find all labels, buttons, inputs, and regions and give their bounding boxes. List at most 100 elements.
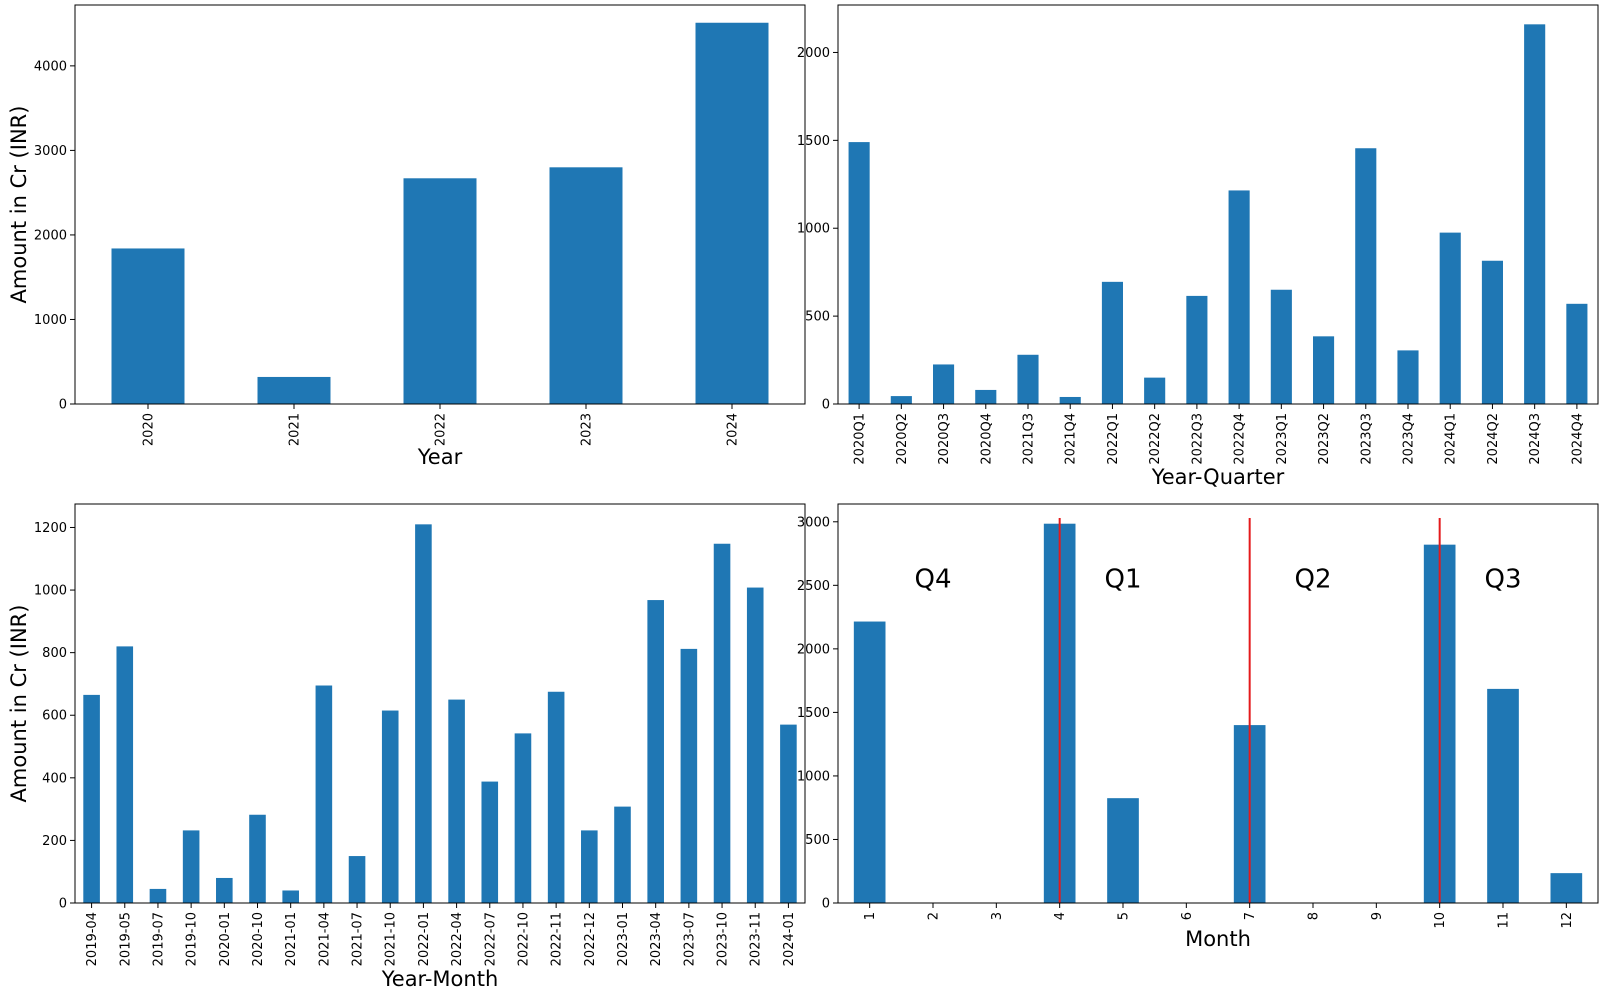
- y-tick-label: 600: [42, 709, 67, 724]
- y-tick-label: 0: [59, 398, 67, 413]
- chart-yearly-amount: 0 1000 2000 3000 4000 2020 2021 2022 2023 2024 Yea…: [7, 4, 806, 469]
- x-tick-label: 2024Q1: [1444, 413, 1459, 465]
- y-tick-label: 1000: [34, 584, 67, 599]
- bar-2023Q4: [1397, 350, 1419, 404]
- chart-monthly-amount: 0 200 400 600 800 1000 1200 2019-04 2019-05 2019-…: [7, 503, 806, 991]
- bar-5: [1107, 798, 1139, 903]
- bar-2024Q1: [1439, 232, 1461, 404]
- bar-2019-07: [149, 888, 167, 903]
- axes-frame: [74, 503, 806, 904]
- bar-2022Q4: [1228, 190, 1250, 404]
- y-tick-label: 1000: [34, 313, 67, 328]
- x-tick-label: 2021-10: [384, 912, 399, 966]
- axes-frame: [837, 4, 1599, 405]
- x-axis-label: Year: [417, 445, 463, 469]
- x-tick-label: 2022-01: [417, 912, 432, 966]
- x-tick-label: 2022-07: [483, 912, 498, 966]
- bar-2022-04: [448, 699, 465, 903]
- y-tick-label: 1500: [797, 134, 830, 149]
- chart-quarterly-amount: 0 500 1000 1500 2000 2020Q1 2020Q2 2020Q3 2020Q4…: [797, 4, 1599, 489]
- bar-2024: [695, 22, 769, 404]
- bar-2021-07: [348, 856, 366, 903]
- x-tick-label: 2020-10: [251, 912, 266, 966]
- quarter-annotation-Q1: Q1: [1104, 565, 1141, 595]
- y-tick-label: 0: [822, 398, 830, 413]
- x-tick-label: 9: [1370, 912, 1385, 920]
- bar-2022Q3: [1186, 295, 1208, 404]
- y-tick-label: 3000: [797, 515, 830, 530]
- y-tick-label: 1500: [797, 706, 830, 721]
- x-tick-label: 2021: [288, 413, 303, 446]
- bar-2021Q3: [1017, 354, 1039, 404]
- x-tick-label: 2023-10: [716, 912, 731, 966]
- x-tick-label: 2: [927, 912, 942, 920]
- bar-2020Q2: [890, 396, 912, 404]
- bar-2022-07: [481, 781, 499, 903]
- x-tick-label: 2019-05: [118, 912, 133, 966]
- x-tick-label: 2020: [142, 413, 157, 446]
- x-tick-label: 2023Q2: [1317, 413, 1332, 465]
- bar-2024Q3: [1524, 24, 1546, 405]
- x-tick-label: 8: [1307, 912, 1322, 920]
- x-tick-label: 2019-10: [185, 912, 200, 966]
- bar-12: [1550, 873, 1583, 903]
- x-tick-label: 2022-11: [550, 912, 565, 966]
- bar-2022-11: [547, 691, 565, 903]
- x-tick-label: 10: [1433, 912, 1448, 929]
- y-tick-label: 2000: [34, 228, 67, 243]
- x-tick-label: 2020Q1: [853, 413, 868, 465]
- x-tick-label: 2022Q2: [1148, 413, 1163, 465]
- x-tick-label: 2019-04: [85, 912, 100, 966]
- quarter-annotation-Q4: Q4: [914, 565, 951, 595]
- bar-2021-10: [381, 710, 399, 903]
- y-tick-label: 0: [59, 897, 67, 912]
- x-tick-label: 2022Q3: [1190, 413, 1205, 465]
- x-tick-label: 6: [1180, 912, 1195, 920]
- bar-2020Q1: [848, 142, 870, 404]
- y-tick-label: 2500: [797, 579, 830, 594]
- x-tick-label: 2023Q4: [1402, 413, 1417, 465]
- x-axis-label: Year-Month: [381, 967, 499, 991]
- x-tick-label: 2022-12: [583, 912, 598, 966]
- bar-2022-01: [415, 524, 432, 903]
- x-tick-label: 2023Q1: [1275, 413, 1290, 465]
- bar-2020-10: [249, 814, 266, 903]
- bar-2024Q2: [1481, 260, 1503, 404]
- bar-2023Q2: [1313, 336, 1335, 404]
- x-tick-label: 7: [1243, 912, 1258, 920]
- axes-frame: [837, 503, 1599, 904]
- quarter-annotation-Q2: Q2: [1294, 565, 1331, 595]
- x-tick-label: 2021-04: [317, 912, 332, 966]
- x-tick-label: 2021Q4: [1064, 413, 1079, 465]
- y-axis-label: Amount in Cr (INR): [7, 605, 31, 803]
- bar-2022-10: [514, 733, 532, 903]
- bar-2023Q1: [1270, 289, 1292, 404]
- x-tick-label: 2020Q4: [979, 413, 994, 465]
- x-tick-label: 2024Q3: [1528, 413, 1543, 465]
- bar-2023-01: [614, 806, 631, 903]
- x-tick-label: 2023-01: [616, 912, 631, 966]
- y-tick-label: 200: [42, 834, 67, 849]
- bar-2020: [111, 248, 185, 404]
- bar-2024-01: [780, 724, 797, 903]
- x-tick-label: 2024Q4: [1570, 413, 1585, 465]
- y-tick-label: 1000: [797, 222, 830, 237]
- x-tick-label: 12: [1560, 912, 1575, 929]
- bar-2021Q4: [1059, 396, 1081, 404]
- bar-2019-10: [182, 830, 200, 903]
- bar-2023: [549, 167, 623, 404]
- x-tick-label: 2023Q3: [1359, 413, 1374, 465]
- bar-2023-04: [647, 600, 664, 903]
- y-tick-label: 500: [805, 310, 830, 325]
- bar-2019-05: [116, 646, 134, 903]
- bar-2021-01: [282, 890, 299, 903]
- bar-11: [1487, 688, 1519, 903]
- y-tick-label: 4000: [34, 59, 67, 74]
- bar-2023-07: [680, 648, 698, 903]
- y-axis-label: Amount in Cr (INR): [7, 106, 31, 304]
- y-tick-label: 3000: [34, 144, 67, 159]
- x-tick-label: 2020Q2: [895, 413, 910, 465]
- x-tick-label: 2023-04: [649, 912, 664, 966]
- x-tick-label: 2022-04: [450, 912, 465, 966]
